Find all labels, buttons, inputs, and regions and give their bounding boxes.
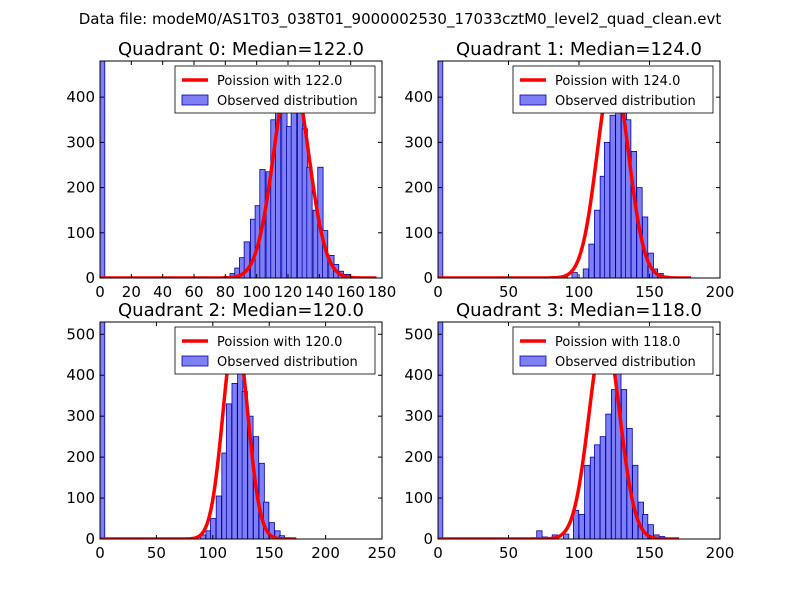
histogram-bar <box>616 88 621 278</box>
y-tick-label: 200 <box>66 448 95 466</box>
histogram-bar <box>579 514 584 539</box>
x-tick-label: 50 <box>147 544 166 562</box>
y-tick-label: 300 <box>404 407 433 425</box>
legend-poisson-label: Poission with 120.0 <box>217 335 342 350</box>
legend-observed-swatch <box>520 356 546 366</box>
legend-observed-swatch <box>182 95 208 105</box>
y-tick-label: 300 <box>66 407 95 425</box>
x-tick-label: 150 <box>635 283 664 301</box>
histogram-bar <box>606 414 611 539</box>
legend: Poission with 122.0 Observed distribution <box>175 66 375 113</box>
x-tick-label: 200 <box>706 283 735 301</box>
legend-poisson-label: Poission with 124.0 <box>555 74 680 89</box>
histogram-bar <box>604 142 609 278</box>
x-tick-label: 0 <box>433 283 443 301</box>
histogram-bar <box>595 445 600 539</box>
y-tick-label: 300 <box>66 133 95 151</box>
x-tick-label: 150 <box>255 544 284 562</box>
histogram-bar <box>216 496 221 539</box>
legend-poisson-label: Poission with 122.0 <box>217 74 342 89</box>
x-tick-label: 200 <box>311 544 340 562</box>
x-tick-label: 140 <box>305 283 334 301</box>
legend-observed-label: Observed distribution <box>555 94 696 109</box>
histogram-bar-zero <box>438 322 443 539</box>
x-tick-label: 180 <box>368 283 397 301</box>
x-tick-label: 100 <box>198 544 227 562</box>
y-tick-label: 200 <box>404 179 433 197</box>
legend-poisson-label: Poission with 118.0 <box>555 335 680 350</box>
quadrant-1-panel: Quadrant 1: Median=124.0 0 50 100 150 200 0 10… <box>404 39 734 301</box>
y-tick-label: 0 <box>423 530 433 548</box>
x-tick-label: 100 <box>565 283 594 301</box>
y-tick-label: 500 <box>404 325 433 343</box>
histogram-bar <box>572 273 577 278</box>
y-tick-label: 400 <box>404 88 433 106</box>
y-tick-label: 300 <box>404 133 433 151</box>
legend: Poission with 118.0 Observed distribution <box>513 327 713 374</box>
y-tick-label: 0 <box>85 269 95 287</box>
x-tick-label: 20 <box>122 283 141 301</box>
x-tick-label: 150 <box>635 544 664 562</box>
y-tick-label: 100 <box>66 489 95 507</box>
y-tick-label: 200 <box>404 448 433 466</box>
y-tick-label: 0 <box>423 269 433 287</box>
x-tick-label: 200 <box>706 544 735 562</box>
legend-observed-label: Observed distribution <box>217 355 358 370</box>
x-tick-label: 50 <box>499 544 518 562</box>
histogram-bar <box>563 534 568 539</box>
y-tick-label: 100 <box>404 224 433 242</box>
legend-observed-label: Observed distribution <box>217 94 358 109</box>
y-tick-label: 100 <box>404 489 433 507</box>
x-tick-label: 40 <box>153 283 172 301</box>
histogram-bar <box>583 269 588 278</box>
quadrant-0-title: Quadrant 0: Median=122.0 <box>118 39 364 60</box>
legend-observed-swatch <box>520 95 546 105</box>
y-tick-label: 400 <box>66 88 95 106</box>
x-tick-label: 100 <box>242 283 271 301</box>
x-tick-label: 160 <box>336 283 365 301</box>
x-tick-label: 0 <box>433 544 443 562</box>
x-tick-label: 0 <box>95 544 105 562</box>
y-tick-label: 100 <box>66 224 95 242</box>
quadrant-2-panel: Quadrant 2: Median=120.0 0 50 100 150 200 250… <box>66 300 396 562</box>
histogram-bar-zero <box>100 322 105 539</box>
y-tick-label: 400 <box>404 366 433 384</box>
quadrant-3-panel: Quadrant 3: Median=118.0 0 50 100 150 200 0 10… <box>404 300 734 562</box>
x-tick-label: 60 <box>184 283 203 301</box>
histogram-bar <box>610 115 615 278</box>
legend: Poission with 124.0 Observed distribution <box>513 66 713 113</box>
legend-observed-swatch <box>182 356 208 366</box>
quadrant-2-title: Quadrant 2: Median=120.0 <box>118 300 364 321</box>
x-tick-label: 80 <box>216 283 235 301</box>
histogram-bar <box>226 404 231 539</box>
histogram-bar <box>232 383 237 539</box>
x-tick-label: 120 <box>274 283 303 301</box>
y-tick-label: 500 <box>66 325 95 343</box>
histogram-bar <box>589 244 594 278</box>
x-tick-label: 100 <box>565 544 594 562</box>
histogram-bar <box>595 210 600 278</box>
x-tick-label: 0 <box>95 283 105 301</box>
quadrant-3-title: Quadrant 3: Median=118.0 <box>456 300 702 321</box>
histogram-bar <box>585 465 590 539</box>
y-tick-label: 400 <box>66 366 95 384</box>
legend-observed-label: Observed distribution <box>555 355 696 370</box>
histogram-bar-zero <box>100 61 105 278</box>
histogram-bar-zero <box>438 61 443 278</box>
figure-title: Data file: modeM0/AS1T03_038T01_90000025… <box>79 10 722 29</box>
x-tick-label: 250 <box>368 544 397 562</box>
x-tick-label: 50 <box>499 283 518 301</box>
y-tick-label: 0 <box>85 530 95 548</box>
y-tick-label: 200 <box>66 179 95 197</box>
histogram-bar <box>600 437 605 539</box>
quadrant-1-title: Quadrant 1: Median=124.0 <box>456 39 702 60</box>
legend: Poission with 120.0 Observed distribution <box>175 327 375 374</box>
